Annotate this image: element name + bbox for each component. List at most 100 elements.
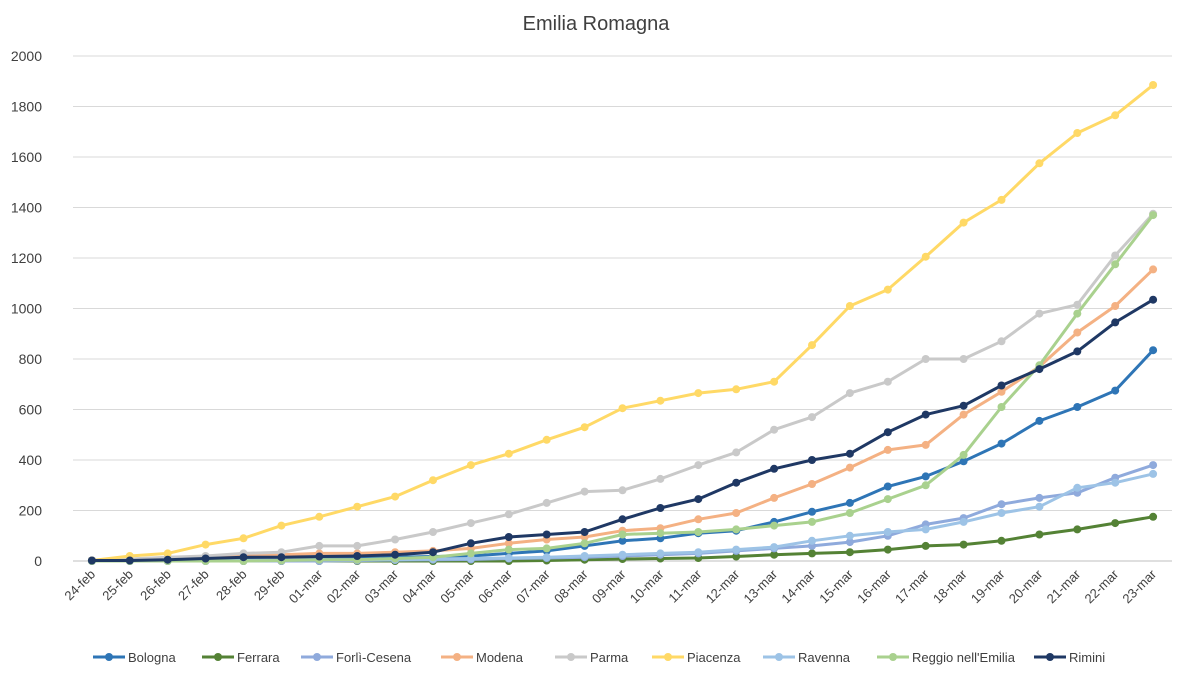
data-point <box>959 218 968 227</box>
data-point <box>618 404 627 413</box>
data-point <box>997 195 1006 204</box>
data-point <box>1035 502 1044 511</box>
data-point <box>808 536 816 545</box>
data-point <box>732 509 741 517</box>
data-point <box>732 545 741 554</box>
data-point <box>883 545 892 554</box>
data-point <box>694 515 703 524</box>
data-point <box>1035 530 1044 539</box>
data-point <box>845 449 854 458</box>
x-tick-label: 07-mar <box>513 566 553 606</box>
data-point <box>391 535 400 544</box>
x-tick-label: 02-mar <box>324 566 364 606</box>
data-point <box>808 456 816 464</box>
data-point <box>1111 519 1120 528</box>
x-tick-label: 21-mar <box>1044 566 1084 606</box>
legend-item: Modena <box>441 650 524 665</box>
data-point <box>770 521 779 530</box>
data-point <box>1073 347 1082 356</box>
data-point <box>883 285 892 294</box>
y-tick-label: 1200 <box>11 250 42 266</box>
data-point <box>808 341 816 350</box>
data-point <box>466 539 475 548</box>
data-point <box>1149 461 1158 470</box>
data-point <box>1073 309 1082 318</box>
data-point <box>429 528 437 536</box>
data-point <box>921 440 930 449</box>
data-point <box>1149 469 1158 478</box>
legend-swatch-marker <box>775 653 783 661</box>
legend-label: Rimini <box>1069 650 1105 665</box>
data-point <box>997 439 1006 448</box>
data-point <box>542 530 551 539</box>
data-point <box>542 553 551 562</box>
data-point <box>504 554 513 562</box>
data-point <box>239 553 248 562</box>
data-point <box>277 521 286 530</box>
data-point <box>997 500 1006 509</box>
data-point <box>732 552 741 561</box>
y-tick-label: 800 <box>19 351 43 367</box>
data-point <box>808 549 816 558</box>
x-tick-label: 08-mar <box>551 566 591 606</box>
legend-label: Forlì-Cesena <box>336 650 412 665</box>
data-point <box>845 548 854 557</box>
legend-label: Ferrara <box>237 650 280 665</box>
data-point <box>504 449 513 458</box>
data-point <box>542 435 551 444</box>
data-point <box>845 463 854 472</box>
data-point <box>770 425 779 434</box>
data-point <box>466 461 475 470</box>
data-point <box>959 517 968 526</box>
x-tick-label: 04-mar <box>399 566 439 606</box>
y-tick-label: 1400 <box>11 200 42 216</box>
data-point <box>125 556 134 565</box>
data-point <box>656 504 665 512</box>
data-point <box>808 480 816 488</box>
grid-layer <box>73 55 1172 562</box>
data-point <box>429 476 437 485</box>
data-point <box>959 401 968 410</box>
series-piacenza <box>87 81 1158 565</box>
x-tick-label: 16-mar <box>854 566 894 606</box>
x-tick-label: 11-mar <box>665 566 705 606</box>
legend-label: Reggio nell'Emilia <box>912 650 1016 665</box>
data-point <box>921 525 930 534</box>
y-tick-label: 2000 <box>11 48 42 64</box>
data-point <box>1111 302 1120 310</box>
data-point <box>580 552 589 560</box>
data-point <box>694 495 703 504</box>
data-point <box>656 549 665 558</box>
data-point <box>845 509 854 517</box>
data-point <box>1073 483 1082 492</box>
data-point <box>883 428 892 437</box>
data-point <box>542 544 551 553</box>
data-point <box>921 481 930 490</box>
x-tick-label: 12-mar <box>703 566 743 606</box>
data-point <box>770 550 779 559</box>
data-point <box>770 464 779 473</box>
data-point <box>959 410 968 419</box>
data-point <box>959 450 968 459</box>
data-point <box>1035 309 1044 318</box>
data-point <box>808 517 816 526</box>
series-layer <box>87 81 1158 565</box>
data-point <box>997 536 1006 545</box>
data-point <box>1111 318 1120 327</box>
x-tick-label: 09-mar <box>589 566 629 606</box>
x-tick-label: 18-mar <box>930 566 970 606</box>
x-tick-label: 25-feb <box>99 567 136 604</box>
y-tick-label: 0 <box>34 553 42 569</box>
data-point <box>429 548 437 557</box>
data-point <box>770 377 779 386</box>
data-point <box>353 502 362 511</box>
series-reggio-nell-emilia <box>87 211 1158 565</box>
legend-item: Rimini <box>1034 650 1105 665</box>
data-point <box>353 552 362 560</box>
data-point <box>1035 159 1044 168</box>
x-tick-label: 05-mar <box>437 566 477 606</box>
data-point <box>504 545 513 554</box>
data-point <box>1073 328 1082 337</box>
